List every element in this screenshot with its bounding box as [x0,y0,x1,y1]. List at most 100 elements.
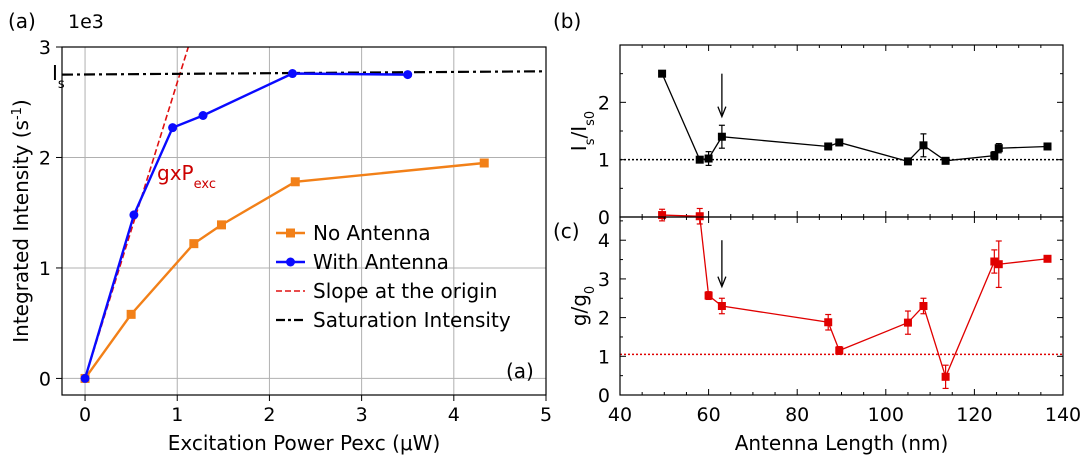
y-tick-label: 3 [598,269,610,291]
data-point-gain [994,260,1003,269]
data-point-gain [919,302,928,310]
data-point-no-antenna [479,158,489,168]
arrow-head [717,106,727,119]
data-point-gain [903,318,912,327]
panel-a: 0 1 2 3 4 5 0 1 2 3 (a) 1e3 (a) Excitation Power … [8,9,552,455]
x-axis-label: Antenna Length (nm) [735,431,949,455]
x-tick-label: 3 [356,404,368,426]
data-point-ratio [941,156,950,165]
y-tick-label: 1 [598,346,610,368]
data-point-ratio [717,132,726,141]
y-label-sub: 0 [583,286,598,294]
x-tick-label: 40 [608,404,632,426]
data-point-gain [704,291,713,300]
y-label-main: Integrated Intensity (s [9,120,33,343]
plot-frame [61,46,547,396]
series-group [620,69,1063,166]
x-tick-label: 0 [79,404,91,426]
y-tick-label: 2 [598,92,610,114]
y-tick-label: 0 [39,368,51,390]
panel-label-a: (a) [8,9,36,33]
series-line-no-antenna [84,161,485,380]
legend-marker [286,228,295,238]
data-point-no-antenna [216,220,226,230]
panel-label-b: (b) [553,9,581,33]
data-point-gain [835,346,844,355]
data-point-ratio [835,138,844,147]
data-point-gain [941,372,950,381]
data-point-gain [824,318,833,327]
legend-item-saturation: Saturation Intensity [276,308,511,332]
exponent-label: 1e3 [68,11,104,33]
y-tick-label: 3 [39,37,51,59]
data-point-no-antenna [126,309,136,319]
data-point-ratio [1043,142,1052,151]
arrow-head [717,276,727,289]
data-point-with-antenna [168,123,178,133]
legend-label: With Antenna [313,250,449,274]
series-group [620,207,1063,390]
data-point-no-antenna [290,177,300,187]
x-tick-label: 80 [785,404,809,426]
legend-marker [286,257,295,267]
x-tick-label: 140 [1045,404,1081,426]
data-point-gain [1043,254,1052,263]
plot-frame [619,44,1064,218]
x-tick-label: 100 [868,404,904,426]
y-axis-label: g/g0 [567,286,598,326]
y-label-mid: /I [567,126,591,139]
data-point-gain [695,212,704,221]
ticks: 0 1 2 3 4 5 0 1 2 3 [39,37,552,426]
x-tick-label: 1 [171,404,183,426]
slope-main: gxP [157,161,194,185]
sat-sub: s [58,77,65,92]
y-tick-label: 0 [598,385,610,407]
y-tick-label: 0 [598,207,610,229]
sat-main: I [52,61,58,85]
data-point-with-antenna [80,373,90,383]
panel-c: 40 60 80 100 120 140 0 1 2 3 4 (c) Antenna Length … [553,207,1081,455]
data-point-gain [990,257,999,266]
y-tick-label: 1 [598,150,610,172]
panel-b: 0 1 2 (b) Is/Is0 [553,9,1064,229]
data-point-ratio [695,155,704,164]
data-point-ratio [919,141,928,150]
data-point-with-antenna [403,70,413,80]
data-point-with-antenna [198,110,208,120]
ticks: 0 1 2 [598,44,1064,229]
x-tick-label: 4 [448,404,460,426]
saturation-annotation: Is [52,61,65,92]
data-point-gain [658,211,667,220]
ticks: 40 60 80 100 120 140 0 1 2 3 4 [598,217,1081,426]
y-label-sub1: s [583,138,598,145]
data-point-ratio [704,154,713,163]
y-tick-label: 1 [39,258,51,280]
legend-item-slope: Slope at the origin [276,279,497,303]
legend-label: No Antenna [313,221,431,245]
legend-item-with-antenna: With Antenna [276,250,449,274]
y-label-sup: -1 [10,107,25,120]
series-line-with-antenna [83,72,408,379]
data-point-with-antenna [287,69,297,79]
data-point-ratio [994,144,1003,153]
slope-sub: exc [194,177,216,192]
y-label-end: ) [9,99,33,107]
x-tick-label: 60 [697,404,721,426]
y-axis-label: Is/Is0 [567,111,598,151]
data-point-ratio [824,142,833,151]
legend-label: Saturation Intensity [313,308,511,332]
data-point-ratio [658,69,667,78]
y-label-main: I [567,145,591,151]
x-tick-label: 2 [263,404,275,426]
corner-label-a: (a) [506,359,534,383]
series-group [61,47,547,383]
legend: No Antenna With Antenna Slope at the ori… [276,221,511,332]
y-axis-label: Integrated Intensity (s-1) [9,99,33,343]
data-point-gain [717,302,726,310]
slope-annotation: gxPexc [157,161,216,192]
x-tick-label: 120 [956,404,992,426]
data-point-no-antenna [189,239,199,249]
panel-label-c: (c) [553,219,580,243]
y-tick-label: 2 [598,308,610,330]
y-label-sub2: s0 [583,111,598,126]
